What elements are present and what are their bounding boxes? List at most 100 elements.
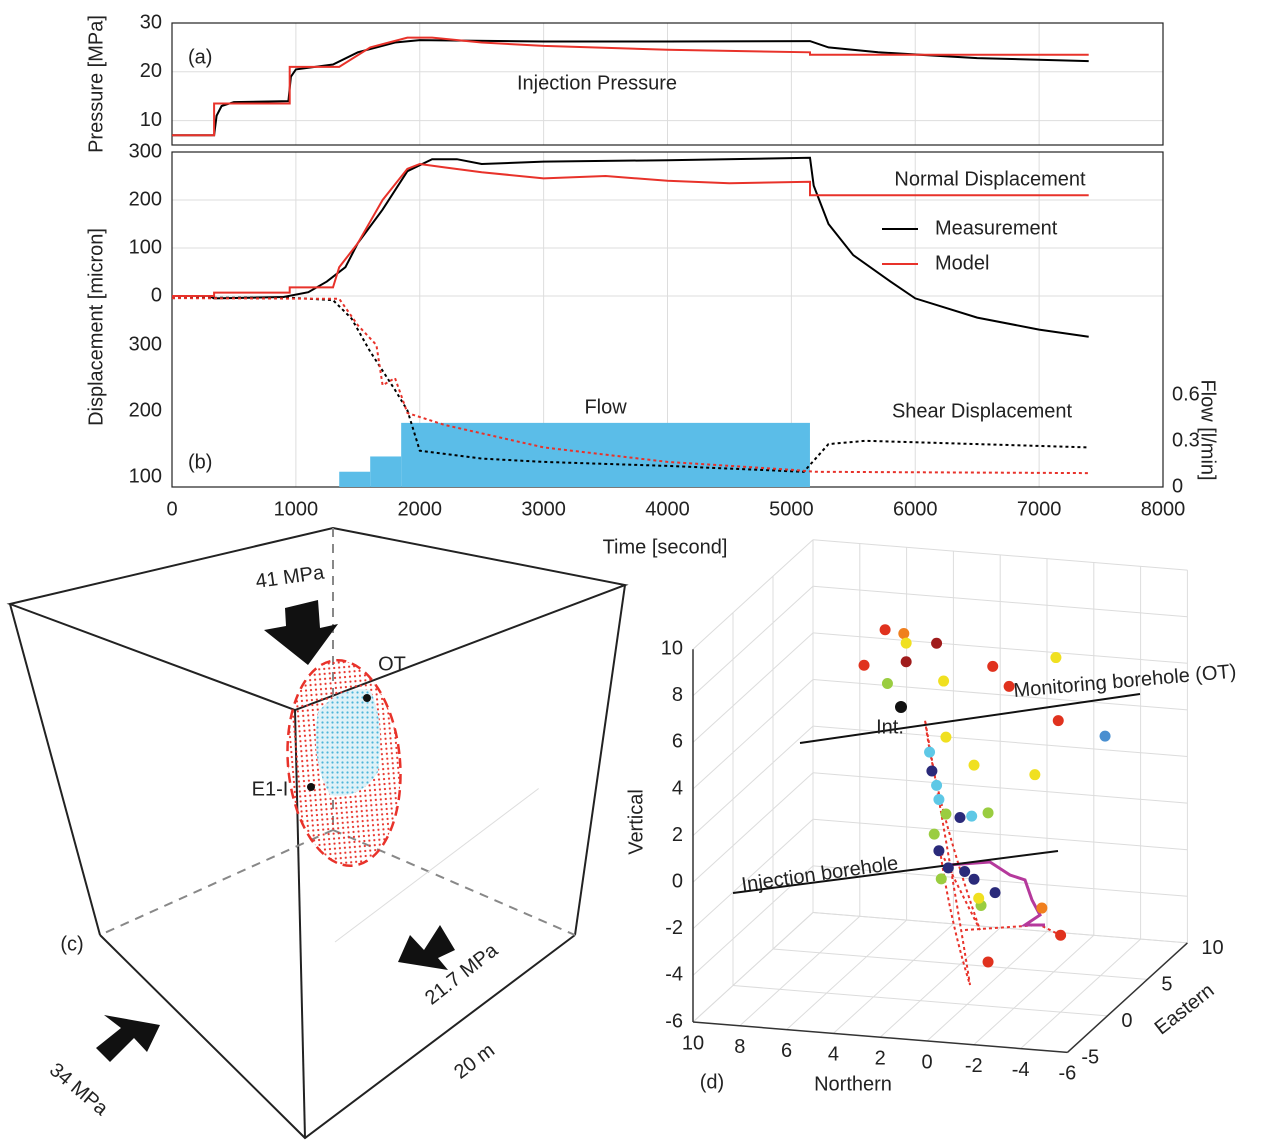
grid-line	[833, 923, 954, 1034]
y-tick-label: 5	[1161, 974, 1172, 996]
grid-line	[692, 585, 814, 697]
grid-line	[973, 934, 1095, 1046]
event-point	[989, 887, 1001, 899]
injection-borehole	[732, 850, 1059, 894]
panel-label: (b)	[188, 451, 212, 473]
y2-axis-label: Flow [l/min]	[1197, 379, 1219, 480]
event-point	[1050, 652, 1062, 664]
legend-label: Measurement	[935, 217, 1058, 239]
grid-line	[812, 679, 1188, 711]
grid-line	[692, 818, 814, 930]
stress-label: 34 MPa	[45, 1059, 113, 1121]
y-tick-label: 0	[1121, 1010, 1132, 1032]
stress-label: 41 MPa	[254, 561, 326, 593]
x-tick-label: 6	[781, 1040, 792, 1062]
y-tick-label: 200	[129, 399, 162, 421]
event-point	[942, 862, 954, 874]
event-point	[973, 892, 985, 904]
grid-line	[692, 539, 814, 650]
z-axis-label: Vertical	[625, 789, 647, 855]
series-line	[172, 39, 1089, 137]
event-point	[924, 746, 936, 758]
flow-bar	[401, 422, 810, 487]
z-tick-label: 2	[672, 824, 683, 846]
event-point	[966, 810, 978, 822]
z-tick-label: 6	[672, 731, 683, 753]
grid-line	[692, 679, 814, 790]
grid-line	[812, 539, 1188, 571]
borehole-point	[307, 783, 315, 791]
event-point	[1052, 715, 1064, 727]
event-point	[959, 866, 971, 877]
event-point	[858, 659, 870, 671]
stress-arrow	[264, 600, 338, 665]
x-tick-label: 7000	[1017, 498, 1062, 520]
grid-line	[812, 865, 1188, 897]
annotation: Normal Displacement	[894, 168, 1086, 190]
x-axis-label: Time [second]	[603, 536, 728, 558]
x-tick-label: 0	[166, 498, 177, 520]
stress-arrow	[96, 1015, 160, 1062]
event-point	[928, 828, 940, 840]
event-point	[938, 675, 950, 687]
x-tick-label: 6000	[893, 498, 938, 520]
x-tick-label: 4000	[645, 498, 690, 520]
cube-edge	[574, 584, 626, 936]
y-tick-label: 20	[140, 60, 162, 82]
event-point	[933, 794, 945, 806]
y-tick-label: 100	[129, 465, 162, 487]
x-tick-label: 2	[875, 1047, 886, 1069]
event-point	[982, 807, 994, 819]
grid-line	[772, 948, 1148, 980]
event-point	[900, 637, 912, 649]
y-tick-label: 200	[129, 188, 162, 210]
event-point	[987, 660, 999, 672]
grid-line	[1020, 938, 1141, 1049]
grid-line	[692, 912, 814, 1023]
borehole-label: OT	[378, 653, 406, 675]
y-tick-label: 0	[151, 284, 162, 306]
series-line	[171, 297, 1089, 475]
event-point	[931, 637, 943, 649]
y-tick-label: 100	[129, 236, 162, 258]
grid-line	[692, 865, 814, 976]
x-tick-label: 3000	[521, 498, 566, 520]
flow-label: Flow	[584, 396, 627, 418]
grid-3d	[692, 539, 1188, 1054]
grid-line	[732, 985, 1108, 1017]
event-point	[879, 624, 891, 636]
scatter-points	[858, 624, 1111, 968]
y-tick-label: 300	[129, 140, 162, 162]
z-tick-label: 0	[672, 870, 683, 892]
grid-line	[692, 772, 814, 883]
front-trace	[947, 860, 1045, 927]
axis-line	[1066, 942, 1188, 1053]
x-tick-label: -2	[965, 1055, 983, 1077]
fault-trace	[924, 719, 1061, 986]
panel-a-frame	[171, 22, 1164, 146]
x-tick-label: 1000	[274, 498, 319, 520]
event-point	[968, 873, 980, 885]
hidden-edge	[99, 829, 334, 936]
flow-bar	[370, 456, 402, 487]
grid-line	[926, 931, 1048, 1042]
flow-bar	[339, 471, 371, 487]
y-tick-label: 0.3	[1172, 429, 1200, 451]
dimension-line	[334, 788, 539, 943]
series-line	[172, 162, 1089, 297]
x-axis-label: Northern	[814, 1073, 892, 1095]
dimension-label: 20 m	[450, 1039, 499, 1083]
y-axis-label: Pressure [MPa]	[85, 15, 107, 153]
event-point	[933, 845, 945, 857]
x-tick-label: 4	[828, 1044, 839, 1066]
event-point	[940, 731, 952, 743]
grid-line	[812, 585, 1188, 618]
event-point	[898, 628, 910, 640]
event-point	[1036, 902, 1048, 914]
event-point	[982, 956, 994, 968]
y-tick-label: 10	[1201, 937, 1223, 959]
series-line	[171, 296, 1089, 473]
panel-label: (a)	[188, 46, 212, 68]
z-tick-label: 8	[672, 684, 683, 706]
